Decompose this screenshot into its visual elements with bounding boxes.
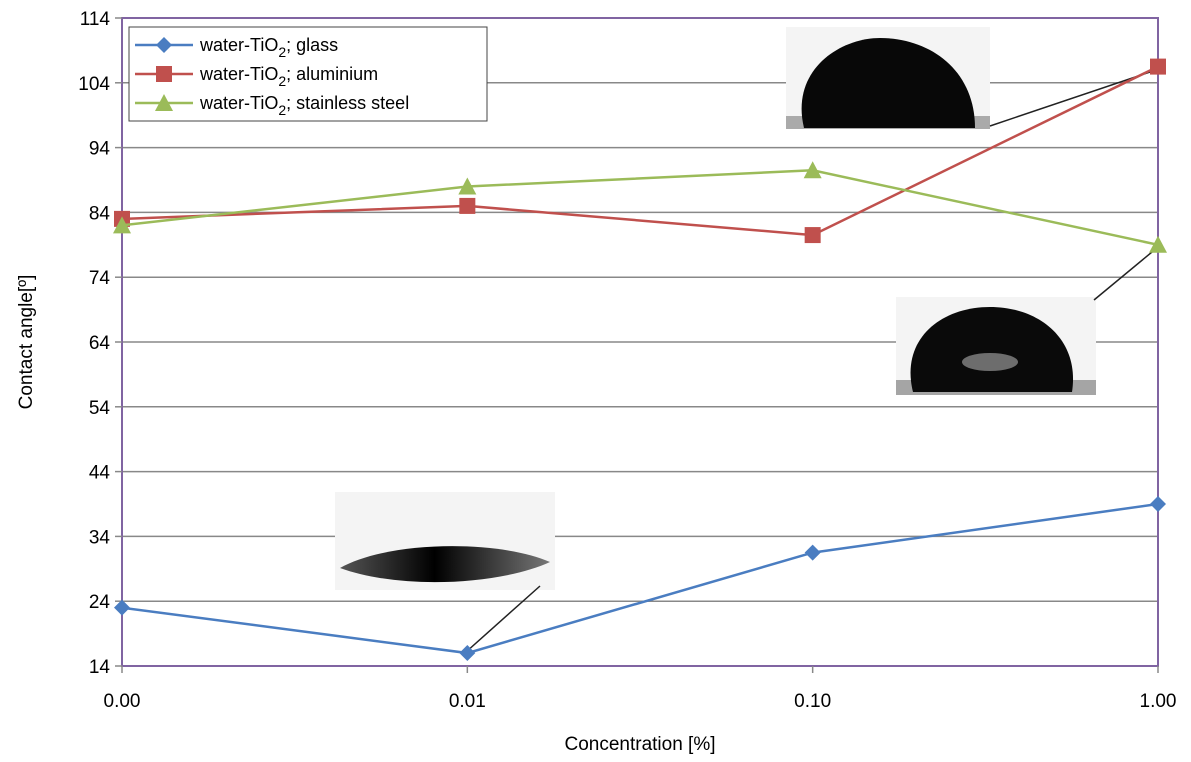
- data-point: [114, 599, 130, 616]
- pointer-line: [1093, 251, 1153, 301]
- droplet-image-glass: [335, 492, 555, 590]
- x-tick-label: 0.01: [449, 691, 486, 712]
- y-tick-label: 34: [89, 527, 111, 548]
- droplet-image-stainless-steel: [896, 297, 1096, 395]
- legend-marker: [156, 66, 172, 82]
- legend-marker: [155, 94, 173, 111]
- legend-marker: [156, 37, 172, 53]
- droplet-images: [335, 27, 1153, 653]
- y-tick-label: 24: [89, 592, 111, 613]
- y-tick-label: 14: [89, 657, 111, 678]
- data-point: [459, 645, 476, 662]
- data-series: [113, 58, 1167, 662]
- x-axis-title: Concentration [%]: [564, 734, 715, 755]
- data-point: [459, 197, 476, 214]
- y-tick-label: 94: [89, 139, 111, 160]
- x-tick-label: 1.00: [1140, 691, 1177, 712]
- series-0: [114, 496, 1166, 662]
- y-tick-label: 74: [89, 268, 111, 289]
- data-point: [458, 177, 477, 195]
- x-tick-label: 0.00: [104, 691, 141, 712]
- data-point: [1150, 496, 1166, 512]
- y-axis-title: Contact angle[º]: [16, 275, 37, 410]
- y-tick-label: 44: [89, 463, 111, 484]
- y-axis-ticks: 14 24 34 44 54 64 74 84 94 104 114: [78, 9, 122, 678]
- x-tick-label: 0.10: [794, 691, 831, 712]
- y-tick-label: 54: [89, 398, 111, 419]
- data-point: [804, 227, 821, 244]
- y-tick-label: 64: [89, 333, 111, 354]
- x-axis-ticks: 0.00 0.01 0.10 1.00: [104, 666, 1177, 712]
- pointer-line: [465, 585, 541, 653]
- y-tick-label: 84: [89, 203, 111, 224]
- data-point: [1150, 58, 1166, 75]
- data-point: [804, 544, 821, 561]
- series-2: [113, 161, 1167, 253]
- data-point: [1149, 235, 1167, 253]
- series-line: [121, 169, 1159, 247]
- data-point: [113, 216, 131, 234]
- series-1: [114, 58, 1166, 244]
- y-tick-label: 104: [78, 74, 110, 95]
- pointer-line: [989, 71, 1151, 127]
- series-line: [121, 65, 1159, 237]
- data-point: [803, 161, 822, 179]
- droplet-image-aluminium: [786, 27, 990, 129]
- series-line: [121, 502, 1159, 655]
- y-tick-label: 114: [80, 9, 111, 30]
